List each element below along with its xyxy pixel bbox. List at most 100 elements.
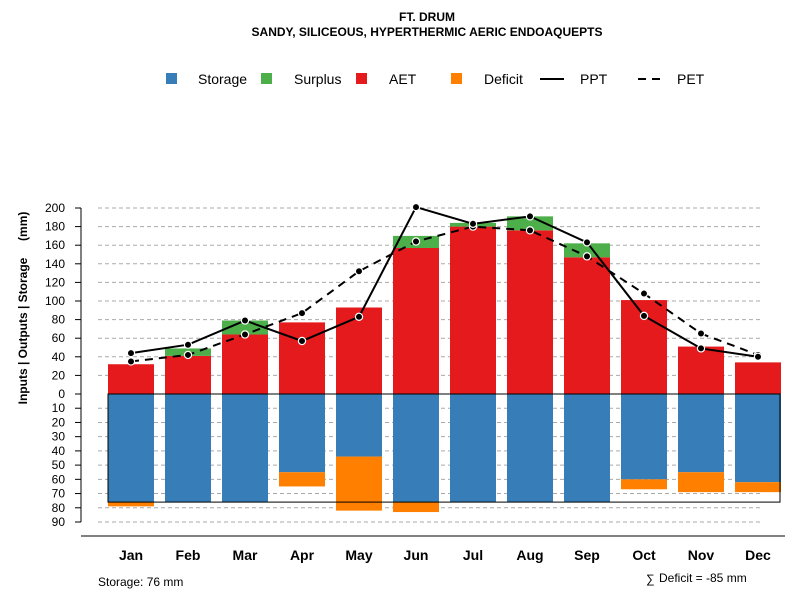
series-lines <box>126 202 763 366</box>
y-tick-label: 90 <box>52 515 66 529</box>
x-tick-label: Aug <box>516 547 543 563</box>
pet-line-point <box>240 330 250 339</box>
y-tick-label: 180 <box>45 220 65 234</box>
ppt-line-point <box>753 352 763 361</box>
storage-bar <box>621 394 667 480</box>
x-tick-label: Jun <box>404 547 429 563</box>
deficit-sum-icon: ∑ <box>646 572 655 586</box>
aet-bar <box>735 362 781 394</box>
y-axis-label: Inputs | Outputs | Storage (mm) <box>16 212 30 405</box>
x-tick-label: Mar <box>233 547 258 563</box>
storage-capacity-box <box>107 393 781 503</box>
deficit-bar <box>621 479 667 490</box>
legend-swatch <box>166 73 177 84</box>
legend-label: PET <box>677 71 705 87</box>
y-tick-label: 60 <box>52 472 66 486</box>
ppt-line-point <box>696 344 706 353</box>
x-tick-label: Oct <box>632 547 656 563</box>
y-tick-label: 70 <box>52 487 66 501</box>
aet-bar <box>222 334 268 394</box>
x-tick-label: Feb <box>176 547 201 563</box>
storage-bar <box>336 394 382 457</box>
pet-line-point <box>696 329 706 338</box>
ppt-line-point <box>126 348 136 358</box>
chart-subtitle: SANDY, SILICEOUS, HYPERTHERMIC AERIC END… <box>252 25 603 39</box>
pet-line-point <box>639 289 649 298</box>
storage-bar <box>108 394 154 503</box>
deficit-bar <box>279 472 325 487</box>
pet-line-point <box>582 252 592 261</box>
ppt-line <box>130 205 759 358</box>
y-tick-label: 60 <box>52 331 66 345</box>
y-tick-label: 120 <box>45 275 65 289</box>
aet-bar <box>450 226 496 394</box>
legend-swatch <box>261 73 272 84</box>
x-tick-label: Apr <box>290 547 315 563</box>
ppt-line-point <box>468 219 478 229</box>
y-tick-label: 20 <box>52 415 66 429</box>
y-tick-label: 40 <box>52 444 66 458</box>
storage-bar <box>735 394 781 483</box>
y-tick-label: 80 <box>52 501 66 515</box>
pet-line <box>130 225 759 363</box>
storage-bar <box>507 394 553 503</box>
deficit-bar <box>735 482 781 493</box>
ppt-line-point <box>183 340 193 349</box>
ppt-line-point <box>411 202 421 212</box>
legend-label: Deficit <box>484 71 523 87</box>
pet-line-point <box>525 226 535 235</box>
axes: 2040608010012014016018020001020304050607… <box>45 201 785 563</box>
legend-label: Surplus <box>294 71 341 87</box>
aet-bar <box>564 257 610 394</box>
pet-line-point <box>354 267 364 276</box>
aet-bar <box>165 355 211 394</box>
y-tick-label: 160 <box>45 238 65 252</box>
y-tick-label: 100 <box>45 294 65 308</box>
y-tick-label: 30 <box>52 430 66 444</box>
x-tick-label: Dec <box>745 547 771 563</box>
ppt-line-point <box>639 311 649 321</box>
storage-bar <box>678 394 724 473</box>
pet-line-point <box>126 357 136 366</box>
ppt-line-point <box>354 312 364 322</box>
storage-bar <box>222 394 268 503</box>
ppt-line-point <box>582 238 592 247</box>
deficit-bar <box>393 502 439 513</box>
pet-line-point <box>297 308 307 318</box>
surplus-bar <box>564 243 610 258</box>
aet-bar <box>336 307 382 394</box>
x-tick-label: May <box>345 547 372 563</box>
y-tick-label: 40 <box>52 350 66 364</box>
chart-title: FT. DRUM <box>399 10 455 24</box>
aet-bar <box>393 247 439 394</box>
storage-bar <box>564 394 610 503</box>
x-tick-label: Jan <box>119 547 143 563</box>
bars <box>107 216 781 513</box>
storage-bar <box>393 394 439 503</box>
storage-footer: Storage: 76 mm <box>98 575 183 589</box>
y-tick-label: 0 <box>58 387 65 401</box>
storage-bar <box>450 394 496 503</box>
y-tick-label: 200 <box>45 201 65 215</box>
surplus-bar <box>507 216 553 231</box>
deficit-footer: Deficit = -85 mm <box>659 571 747 585</box>
x-tick-label: Nov <box>688 547 715 563</box>
aet-bar <box>108 364 154 394</box>
deficit-bar <box>678 472 724 493</box>
x-tick-label: Jul <box>463 547 483 563</box>
aet-bar <box>678 346 724 394</box>
y-tick-label: 50 <box>52 458 66 472</box>
y-tick-label: 80 <box>52 313 66 327</box>
legend-label: AET <box>389 71 417 87</box>
storage-bar <box>279 394 325 473</box>
ppt-line-point <box>297 336 307 346</box>
x-tick-label: Sep <box>574 547 600 563</box>
pet-line-point <box>183 350 193 360</box>
legend-label: Storage <box>198 71 247 87</box>
legend: Storage Surplus AET Deficit PPT PET <box>166 71 705 87</box>
y-tick-label: 140 <box>45 257 65 271</box>
ppt-line-point <box>525 212 535 221</box>
y-tick-label: 20 <box>52 368 66 382</box>
legend-label: PPT <box>580 71 608 87</box>
